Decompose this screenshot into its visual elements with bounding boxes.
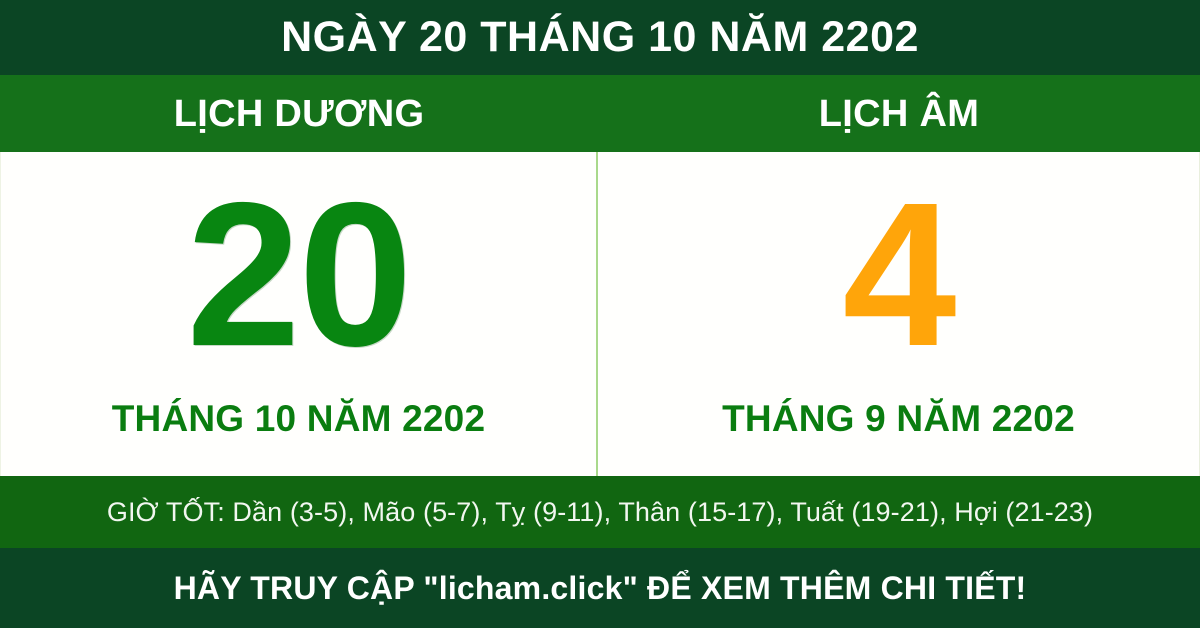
solar-month-year-label: THÁNG 10 NĂM 2202 xyxy=(111,398,486,439)
footer-cta-text: HÃY TRUY CẬP "licham.click" ĐỂ XEM THÊM … xyxy=(173,570,1027,606)
solar-day-number: 20 xyxy=(186,159,412,389)
lunar-month-year-label: THÁNG 9 NĂM 2202 xyxy=(722,398,1075,439)
column-header-lunar-label: LỊCH ÂM xyxy=(818,92,980,135)
footer-bar: HÃY TRUY CẬP "licham.click" ĐỂ XEM THÊM … xyxy=(0,548,1200,628)
solar-day-panel: 20 THÁNG 10 NĂM 2202 xyxy=(1,152,598,476)
column-headers: LỊCH DƯƠNG LỊCH ÂM xyxy=(0,75,1200,152)
calendar-body: 20 THÁNG 10 NĂM 2202 4 THÁNG 9 NĂM 2202 xyxy=(0,152,1200,476)
column-header-lunar: LỊCH ÂM xyxy=(598,75,1200,152)
good-hours-text: GIỜ TỐT: Dần (3-5), Mão (5-7), Tỵ (9-11)… xyxy=(106,496,1094,527)
column-header-solar: LỊCH DƯƠNG xyxy=(0,75,598,152)
page-title: NGÀY 20 THÁNG 10 NĂM 2202 xyxy=(281,13,919,61)
lunar-day-panel: 4 THÁNG 9 NĂM 2202 xyxy=(598,152,1199,476)
good-hours-bar: GIỜ TỐT: Dần (3-5), Mão (5-7), Tỵ (9-11)… xyxy=(0,476,1200,548)
lunar-day-number: 4 xyxy=(842,159,956,389)
column-header-solar-label: LỊCH DƯƠNG xyxy=(173,92,425,135)
title-bar: NGÀY 20 THÁNG 10 NĂM 2202 xyxy=(0,0,1200,75)
